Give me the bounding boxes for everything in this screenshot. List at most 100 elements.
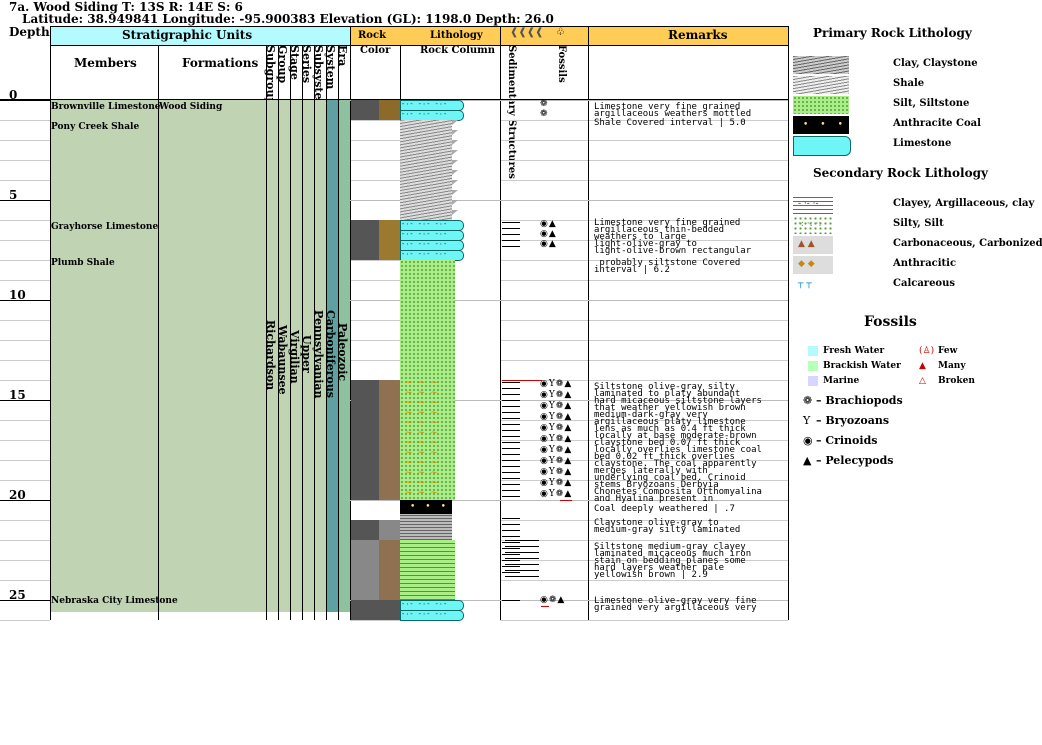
- lamination-line: [502, 400, 520, 401]
- fossil-symbol-row: ◉Υ❁▲: [540, 401, 573, 411]
- group-label: Group: [276, 45, 289, 84]
- grid-line: [350, 360, 400, 361]
- legend-primary-swatch: [793, 56, 849, 74]
- shale-edge: [452, 170, 458, 175]
- lamination-line: [502, 240, 520, 241]
- grid-line: [0, 620, 50, 621]
- grid-line: [500, 480, 588, 481]
- siltstone-block: [400, 540, 455, 600]
- lamination-line: [502, 412, 520, 413]
- lamination-line: [502, 246, 520, 247]
- lamination-line: [502, 448, 520, 449]
- calcareous-mark: ~~~: [405, 488, 443, 498]
- rock-color-swatch: [379, 100, 400, 120]
- grid-line: [500, 180, 588, 181]
- group-name: Wabaunsee: [276, 325, 289, 395]
- legend-secondary-mark: - ·- ·-: [798, 199, 819, 209]
- grid-line: [0, 320, 50, 321]
- remark-text: Limestone olive-gray very fine grained v…: [594, 596, 757, 613]
- fossil-symbol-row: ◉Υ❁▲: [540, 489, 573, 499]
- fossil-header-icon: ♧: [556, 27, 565, 38]
- log-location: Latitude: 38.949841 Longitude: -95.90038…: [22, 12, 554, 26]
- limestone-block: -·- -·- -·-: [400, 610, 464, 621]
- remark-text: Limestone very fine grained argillaceous…: [594, 102, 752, 119]
- rock-color-swatch: [379, 520, 400, 540]
- calcareous-mark: ~~~: [405, 468, 443, 478]
- lamination-line: [505, 540, 539, 541]
- era-label: Era: [336, 45, 349, 67]
- grid-line: [500, 140, 588, 141]
- lamination-line: [502, 524, 520, 525]
- lamination-line: [502, 542, 520, 543]
- fossil-symbol-row: ◉Υ❁▲: [540, 379, 573, 389]
- grid-line: [350, 340, 400, 341]
- lamination-line: [502, 228, 520, 229]
- legend-env-label: Marine: [823, 376, 860, 386]
- grid-line: [0, 560, 50, 561]
- legend-fossil-label: – Pelecypods: [816, 454, 894, 467]
- grid-line: [0, 140, 50, 141]
- fossil-symbol-row: ◉Υ❁▲: [540, 423, 573, 433]
- lamination-line: [502, 560, 520, 561]
- calcareous-mark: ~~~: [405, 478, 443, 488]
- grid-line: [588, 520, 788, 521]
- depth-header: Depth: [9, 25, 50, 39]
- member-name: Pony Creek Shale: [51, 122, 140, 132]
- lamination-line: [502, 496, 520, 497]
- fossil-symbol-row: ◉Υ❁▲: [540, 445, 573, 455]
- legend-primary-label: Clay, Claystone: [893, 58, 978, 69]
- lamination-line: [505, 564, 539, 565]
- grid-line: [0, 120, 50, 121]
- legend-secondary-swatch: [793, 236, 833, 254]
- legend-env-label: Fresh Water: [823, 346, 885, 356]
- grid-line: [588, 580, 788, 581]
- sed-struct-label: Sedimentary Structures: [506, 45, 517, 179]
- grid-line: [588, 180, 788, 181]
- fossil-symbol-row: ◉Υ❁▲: [540, 434, 573, 444]
- grid-line: [350, 260, 400, 261]
- rock-column-label: Rock Column: [420, 45, 496, 56]
- rock-color-swatch: [379, 540, 400, 600]
- lamination-line: [502, 554, 520, 555]
- lamination-line: [502, 600, 520, 601]
- lamination-line: [502, 566, 520, 567]
- depth-tick-label: 20: [9, 488, 26, 502]
- lamination-line: [502, 406, 520, 407]
- legend-fossil-label: – Bryozoans: [816, 414, 890, 427]
- legend-env-label: Brackish Water: [823, 361, 901, 371]
- depth-tick-line: [0, 600, 50, 601]
- grid-line: [588, 560, 788, 561]
- rock-color-swatch: [351, 520, 379, 540]
- grid-line: [500, 440, 588, 441]
- remark-text: Shale Covered interval | 5.0: [594, 118, 746, 128]
- shale-edge: [452, 210, 458, 215]
- grid-line: [588, 620, 788, 621]
- depth-tick-line: [0, 100, 50, 101]
- depth-tick-line: [0, 500, 50, 501]
- legend-fossil-icon: ▲: [803, 454, 812, 467]
- sed-struct-icon: ❰❰❰❰: [510, 27, 544, 38]
- grid-line: [0, 460, 50, 461]
- fossil-symbol-row: ◉Υ❁▲: [540, 456, 573, 466]
- legend-abundance-label: Broken: [938, 376, 975, 386]
- lamination-line: [505, 552, 539, 553]
- fossil-broken-mark: [560, 500, 572, 501]
- stage-name: Virgilian: [288, 330, 301, 384]
- lamination-line: [502, 388, 520, 389]
- grid-line: [0, 220, 50, 221]
- legend-fossils-title: Fossils: [864, 314, 917, 330]
- fossil-broken-mark: [541, 606, 549, 607]
- legend-env-swatch: [808, 346, 818, 356]
- grid-line: [0, 480, 50, 481]
- grid-line: [588, 360, 788, 361]
- grid-line: [0, 520, 50, 521]
- member-name: Grayhorse Limestone: [51, 222, 159, 232]
- shale-edge: [452, 160, 458, 165]
- grid-line: [588, 440, 788, 441]
- grid-line: [588, 540, 788, 541]
- remarks-header-bar: [589, 26, 788, 46]
- legend-primary-title: Primary Rock Lithology: [813, 26, 972, 40]
- grid-line: [500, 260, 588, 261]
- siltstone-block: [400, 380, 455, 500]
- grid-line: [350, 140, 400, 141]
